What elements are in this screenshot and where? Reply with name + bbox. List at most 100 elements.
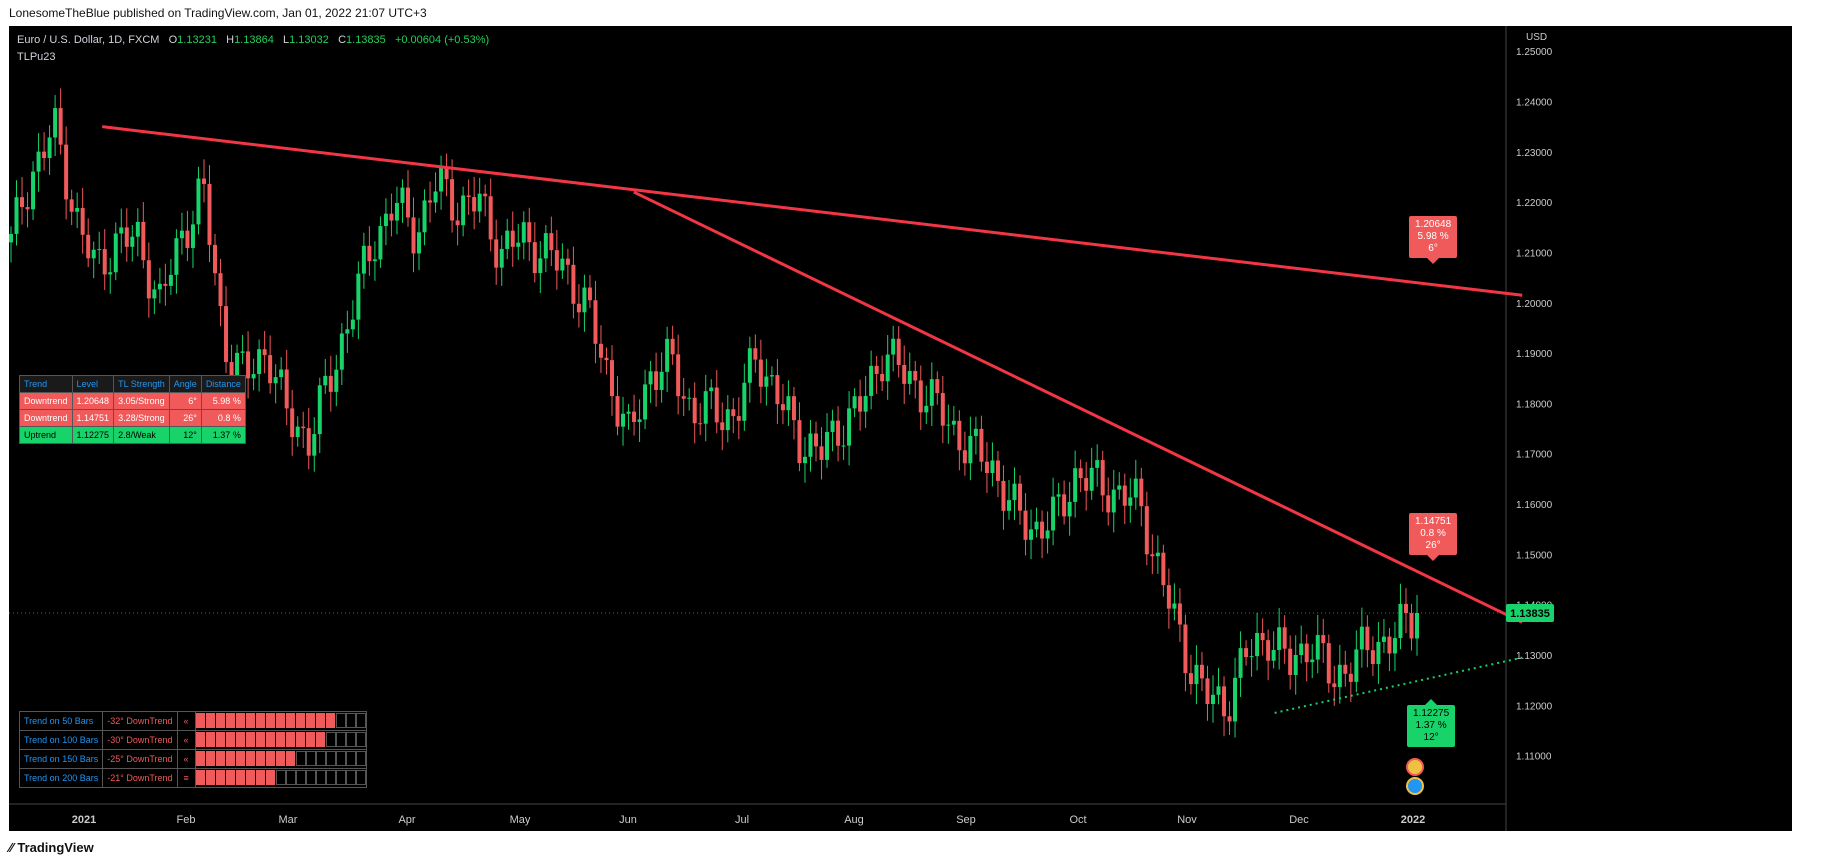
cell-strength: 3.28/Strong xyxy=(113,409,170,427)
trend-bars-value: -21° DownTrend xyxy=(102,768,178,788)
cell-angle: 26° xyxy=(168,409,202,427)
candle-body xyxy=(201,178,206,184)
candle-body xyxy=(1161,552,1166,586)
trendline-callout: 1.20648 5.98 % 6° xyxy=(1409,216,1458,264)
callout-price: 1.14751 xyxy=(1415,516,1452,527)
trend-bars-symbol: « xyxy=(176,711,196,731)
strength-cell xyxy=(255,769,266,785)
strength-cell xyxy=(225,769,236,785)
candle-body xyxy=(753,348,758,360)
x-tick-label: Apr xyxy=(398,814,415,826)
candle-body xyxy=(378,226,383,260)
candle-body xyxy=(582,287,587,313)
candle-body xyxy=(1392,638,1397,654)
strength-cell xyxy=(265,712,276,728)
candle-body xyxy=(1040,521,1045,539)
candle-body xyxy=(1387,636,1392,654)
candle-body xyxy=(1095,460,1100,468)
candle-body xyxy=(995,460,1000,481)
candle-body xyxy=(951,420,956,425)
candle-body xyxy=(394,202,399,221)
cell-distance: 5.98 % xyxy=(200,392,246,410)
strength-cell xyxy=(215,712,226,728)
y-tick-label: 1.23000 xyxy=(1516,148,1553,159)
candle-body xyxy=(543,233,548,259)
strength-cell xyxy=(335,712,346,728)
candle-body xyxy=(444,167,449,180)
tradingview-logo-icon: ⁄⁄ xyxy=(9,840,14,855)
candle-body xyxy=(1310,659,1315,663)
cell-trend: Downtrend xyxy=(19,409,73,427)
callout-angle: 6° xyxy=(1428,243,1438,254)
candle-body xyxy=(880,373,885,382)
candle-body xyxy=(731,409,736,417)
candle-body xyxy=(1326,643,1331,684)
candle-body xyxy=(648,371,653,385)
candle-body xyxy=(196,178,201,225)
col-distance: Distance xyxy=(200,375,246,393)
indicator-name[interactable]: TLPu23 xyxy=(17,51,56,63)
x-tick-label: Aug xyxy=(844,814,864,826)
footer-brand[interactable]: ⁄⁄ TradingView xyxy=(9,840,94,855)
strength-cell xyxy=(315,712,326,728)
callout-angle: 26° xyxy=(1425,540,1441,551)
candle-body xyxy=(698,423,703,425)
candle-body xyxy=(1199,664,1204,679)
candle-body xyxy=(185,230,190,248)
publisher-header: LonesomeTheBlue published on TradingView… xyxy=(9,6,427,20)
candle-body xyxy=(1188,673,1193,685)
trend-bars-label: Trend on 50 Bars xyxy=(18,711,104,731)
candle-body xyxy=(852,396,857,409)
candle-body xyxy=(510,230,515,247)
candle-body xyxy=(53,108,58,138)
candle-body xyxy=(786,396,791,411)
candle-body xyxy=(659,371,664,390)
candle-body xyxy=(1001,480,1006,511)
strength-cell xyxy=(335,769,346,785)
strength-cell xyxy=(265,769,276,785)
price-chart[interactable]: 1.25000 1.24000 1.23000 1.22000 1.21000 1.200… xyxy=(9,26,1792,831)
candle-body xyxy=(1062,494,1067,517)
candle-body xyxy=(1343,664,1348,674)
y-tick-label: 1.16000 xyxy=(1516,500,1553,511)
candle-body xyxy=(687,397,692,399)
cell-angle: 6° xyxy=(168,392,202,410)
cell-strength: 3.05/Strong xyxy=(113,392,170,410)
strength-cell xyxy=(335,731,346,747)
strength-cell xyxy=(245,750,256,766)
candle-body xyxy=(235,352,240,378)
cell-level: 1.12275 xyxy=(71,426,115,444)
candle-body xyxy=(179,230,184,239)
candle-body xyxy=(858,396,863,412)
callout-price: 1.20648 xyxy=(1415,219,1452,230)
candle-body xyxy=(301,426,306,429)
candle-body xyxy=(69,199,74,212)
candle-body xyxy=(802,456,807,464)
strength-cell xyxy=(275,750,286,766)
candle-body xyxy=(1244,648,1249,658)
candle-body xyxy=(780,404,785,411)
close-label: C xyxy=(338,34,347,46)
candle-body xyxy=(163,283,168,286)
x-tick-label: 2022 xyxy=(1401,814,1425,826)
candle-body xyxy=(609,360,614,397)
high-value: 1.13864 xyxy=(234,34,274,46)
high-label: H xyxy=(226,34,235,46)
candle-body xyxy=(273,377,278,384)
candle-body xyxy=(665,338,670,372)
candle-body xyxy=(218,273,223,307)
strength-cell xyxy=(205,712,216,728)
candle-body xyxy=(1073,468,1078,502)
trend-bars-label: Trend on 100 Bars xyxy=(18,730,104,750)
candle-body xyxy=(632,411,637,423)
candle-body xyxy=(571,264,576,304)
candle-body xyxy=(361,245,366,274)
chart-panel[interactable]: 1.25000 1.24000 1.23000 1.22000 1.21000 1.200… xyxy=(9,26,1792,831)
candle-body xyxy=(224,306,229,363)
y-tick-label: 1.25000 xyxy=(1516,47,1553,58)
candle-body xyxy=(957,420,962,451)
candle-body xyxy=(1106,495,1111,513)
candle-body xyxy=(47,137,52,159)
candle-body xyxy=(31,171,36,210)
candle-body xyxy=(455,220,460,226)
